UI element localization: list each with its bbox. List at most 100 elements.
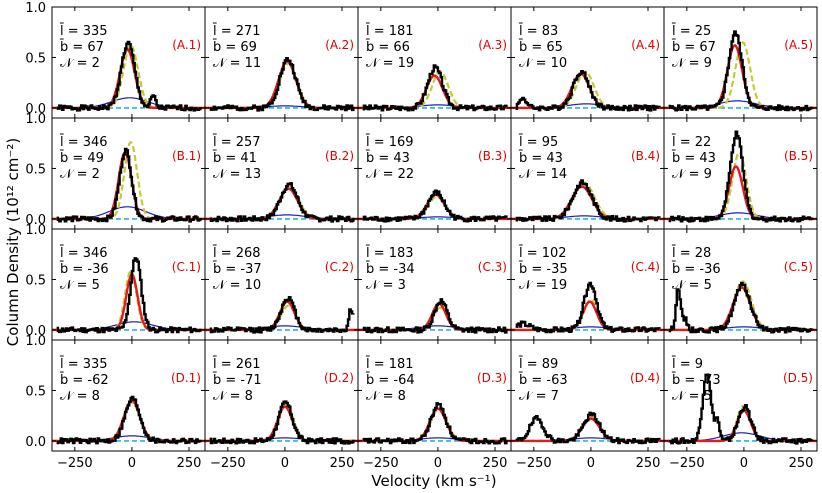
observed-spectrum (209, 296, 355, 334)
plot-area (511, 281, 664, 334)
panel-stat: l̄ = 28 (671, 246, 711, 261)
plot-area (664, 130, 817, 223)
panel-stat: l̄ = 257 (212, 135, 261, 150)
panel: l̄ = 83b̄ = 65𝒩 = 10 (A.4) (510, 6, 665, 119)
x-tick-label: −250 (57, 456, 93, 471)
panel-stat: l̄ = 83 (518, 24, 558, 39)
observed-spectrum (362, 189, 508, 223)
plot-area (205, 296, 358, 334)
panel-id: (B.2) (325, 149, 354, 163)
panel-stat: b̄ = 67 (59, 40, 104, 55)
panel-id: (A.1) (172, 38, 201, 52)
observed-spectrum (56, 257, 202, 334)
panel-id: (D.1) (171, 371, 201, 385)
x-tick-label: 250 (789, 456, 814, 471)
panel-id: (A.4) (631, 38, 660, 52)
y-tick-label: 0.0 (25, 435, 46, 450)
x-tick-label: 250 (330, 456, 355, 471)
observed-spectrum (209, 57, 355, 112)
panel-id: (C.3) (478, 260, 507, 274)
panel-stat: l̄ = 89 (518, 357, 558, 372)
panel: −250 0 250 l̄ = 9b̄ = -73𝒩 = 5 (D.5) (663, 339, 818, 471)
panel-stat: l̄ = 22 (671, 135, 711, 150)
panel-stat: l̄ = 261 (212, 357, 261, 372)
x-tick-label: 0 (281, 456, 289, 471)
x-tick-label: −250 (210, 456, 246, 471)
panel: l̄ = 95b̄ = 43𝒩 = 14 (B.4) (510, 117, 665, 230)
observed-spectrum (362, 298, 508, 334)
panel-stat: l̄ = 335 (59, 24, 108, 39)
plot-area (52, 40, 205, 112)
plot-area (511, 411, 664, 445)
plot-area (511, 70, 664, 112)
panel-stat: 𝒩 = 9 (672, 56, 712, 71)
plot-area (52, 257, 205, 334)
panel-stat: 𝒩 = 5 (60, 278, 100, 293)
panel-stat: b̄ = 66 (365, 40, 410, 55)
panel-id: (D.2) (324, 371, 354, 385)
panel: l̄ = 25b̄ = 67𝒩 = 9 (A.5) (663, 6, 818, 119)
panel-stat: 𝒩 = 8 (366, 389, 406, 404)
x-tick-label: −250 (363, 456, 399, 471)
alternative-model-curve (205, 304, 358, 331)
panel-stat: 𝒩 = 10 (213, 278, 261, 293)
x-tick-label: 0 (740, 456, 748, 471)
plot-area (358, 298, 511, 334)
observed-spectrum (56, 147, 202, 223)
panel-stat: b̄ = -36 (671, 262, 721, 277)
panel-stat: 𝒩 = 5 (672, 278, 712, 293)
panel-stat: 𝒩 = 22 (366, 167, 414, 182)
y-tick-label: 1.0 (25, 334, 46, 349)
alternative-model-curve (511, 70, 664, 109)
observed-spectrum (209, 182, 355, 223)
panel-stat: l̄ = 95 (518, 135, 558, 150)
observed-spectrum (668, 373, 814, 445)
panel-id: (C.5) (784, 260, 813, 274)
panel-stat: l̄ = 9 (671, 357, 703, 372)
panel-stat: b̄ = -35 (518, 262, 568, 277)
observed-spectrum (668, 30, 814, 112)
panel-stat: b̄ = 49 (59, 151, 104, 166)
panel-stat: l̄ = 183 (365, 246, 414, 261)
x-tick-label: 250 (483, 456, 508, 471)
panel-stat: b̄ = -63 (518, 373, 568, 388)
y-tick-label: 0.0 (25, 213, 46, 228)
panel-stat: b̄ = 43 (671, 151, 716, 166)
alternative-model-curve (358, 70, 511, 109)
alternative-model-curve (358, 195, 511, 220)
panel-stat: b̄ = 69 (212, 40, 257, 55)
x-tick-label: −250 (669, 456, 705, 471)
observed-spectrum (56, 40, 202, 112)
panel-stat: b̄ = -34 (365, 262, 415, 277)
panel-stat: 𝒩 = 10 (519, 56, 567, 71)
panel-stat: 𝒩 = 19 (366, 56, 414, 71)
panel-stat: l̄ = 181 (365, 24, 414, 39)
panel-stat: 𝒩 = 8 (60, 389, 100, 404)
plot-area (52, 395, 205, 445)
plot-area (52, 140, 205, 223)
panel-stat: b̄ = -62 (59, 373, 109, 388)
panel-id: (B.4) (631, 149, 660, 163)
panel-id: (D.5) (783, 371, 813, 385)
observed-spectrum (668, 281, 814, 334)
x-tick-label: −250 (516, 456, 552, 471)
panel-stat: b̄ = -37 (212, 262, 262, 277)
plot-area (664, 30, 817, 112)
plot-area (358, 189, 511, 223)
panel-id: (A.3) (478, 38, 507, 52)
observed-spectrum (668, 130, 814, 223)
panel-stat: b̄ = -64 (365, 373, 415, 388)
x-tick-label: 0 (128, 456, 136, 471)
y-tick-label: 1.0 (25, 1, 46, 16)
x-tick-label: 250 (636, 456, 661, 471)
panel-stat: b̄ = -73 (671, 373, 721, 388)
observed-spectrum (515, 411, 661, 445)
x-axis-label: Velocity (km s⁻¹) (371, 472, 496, 490)
